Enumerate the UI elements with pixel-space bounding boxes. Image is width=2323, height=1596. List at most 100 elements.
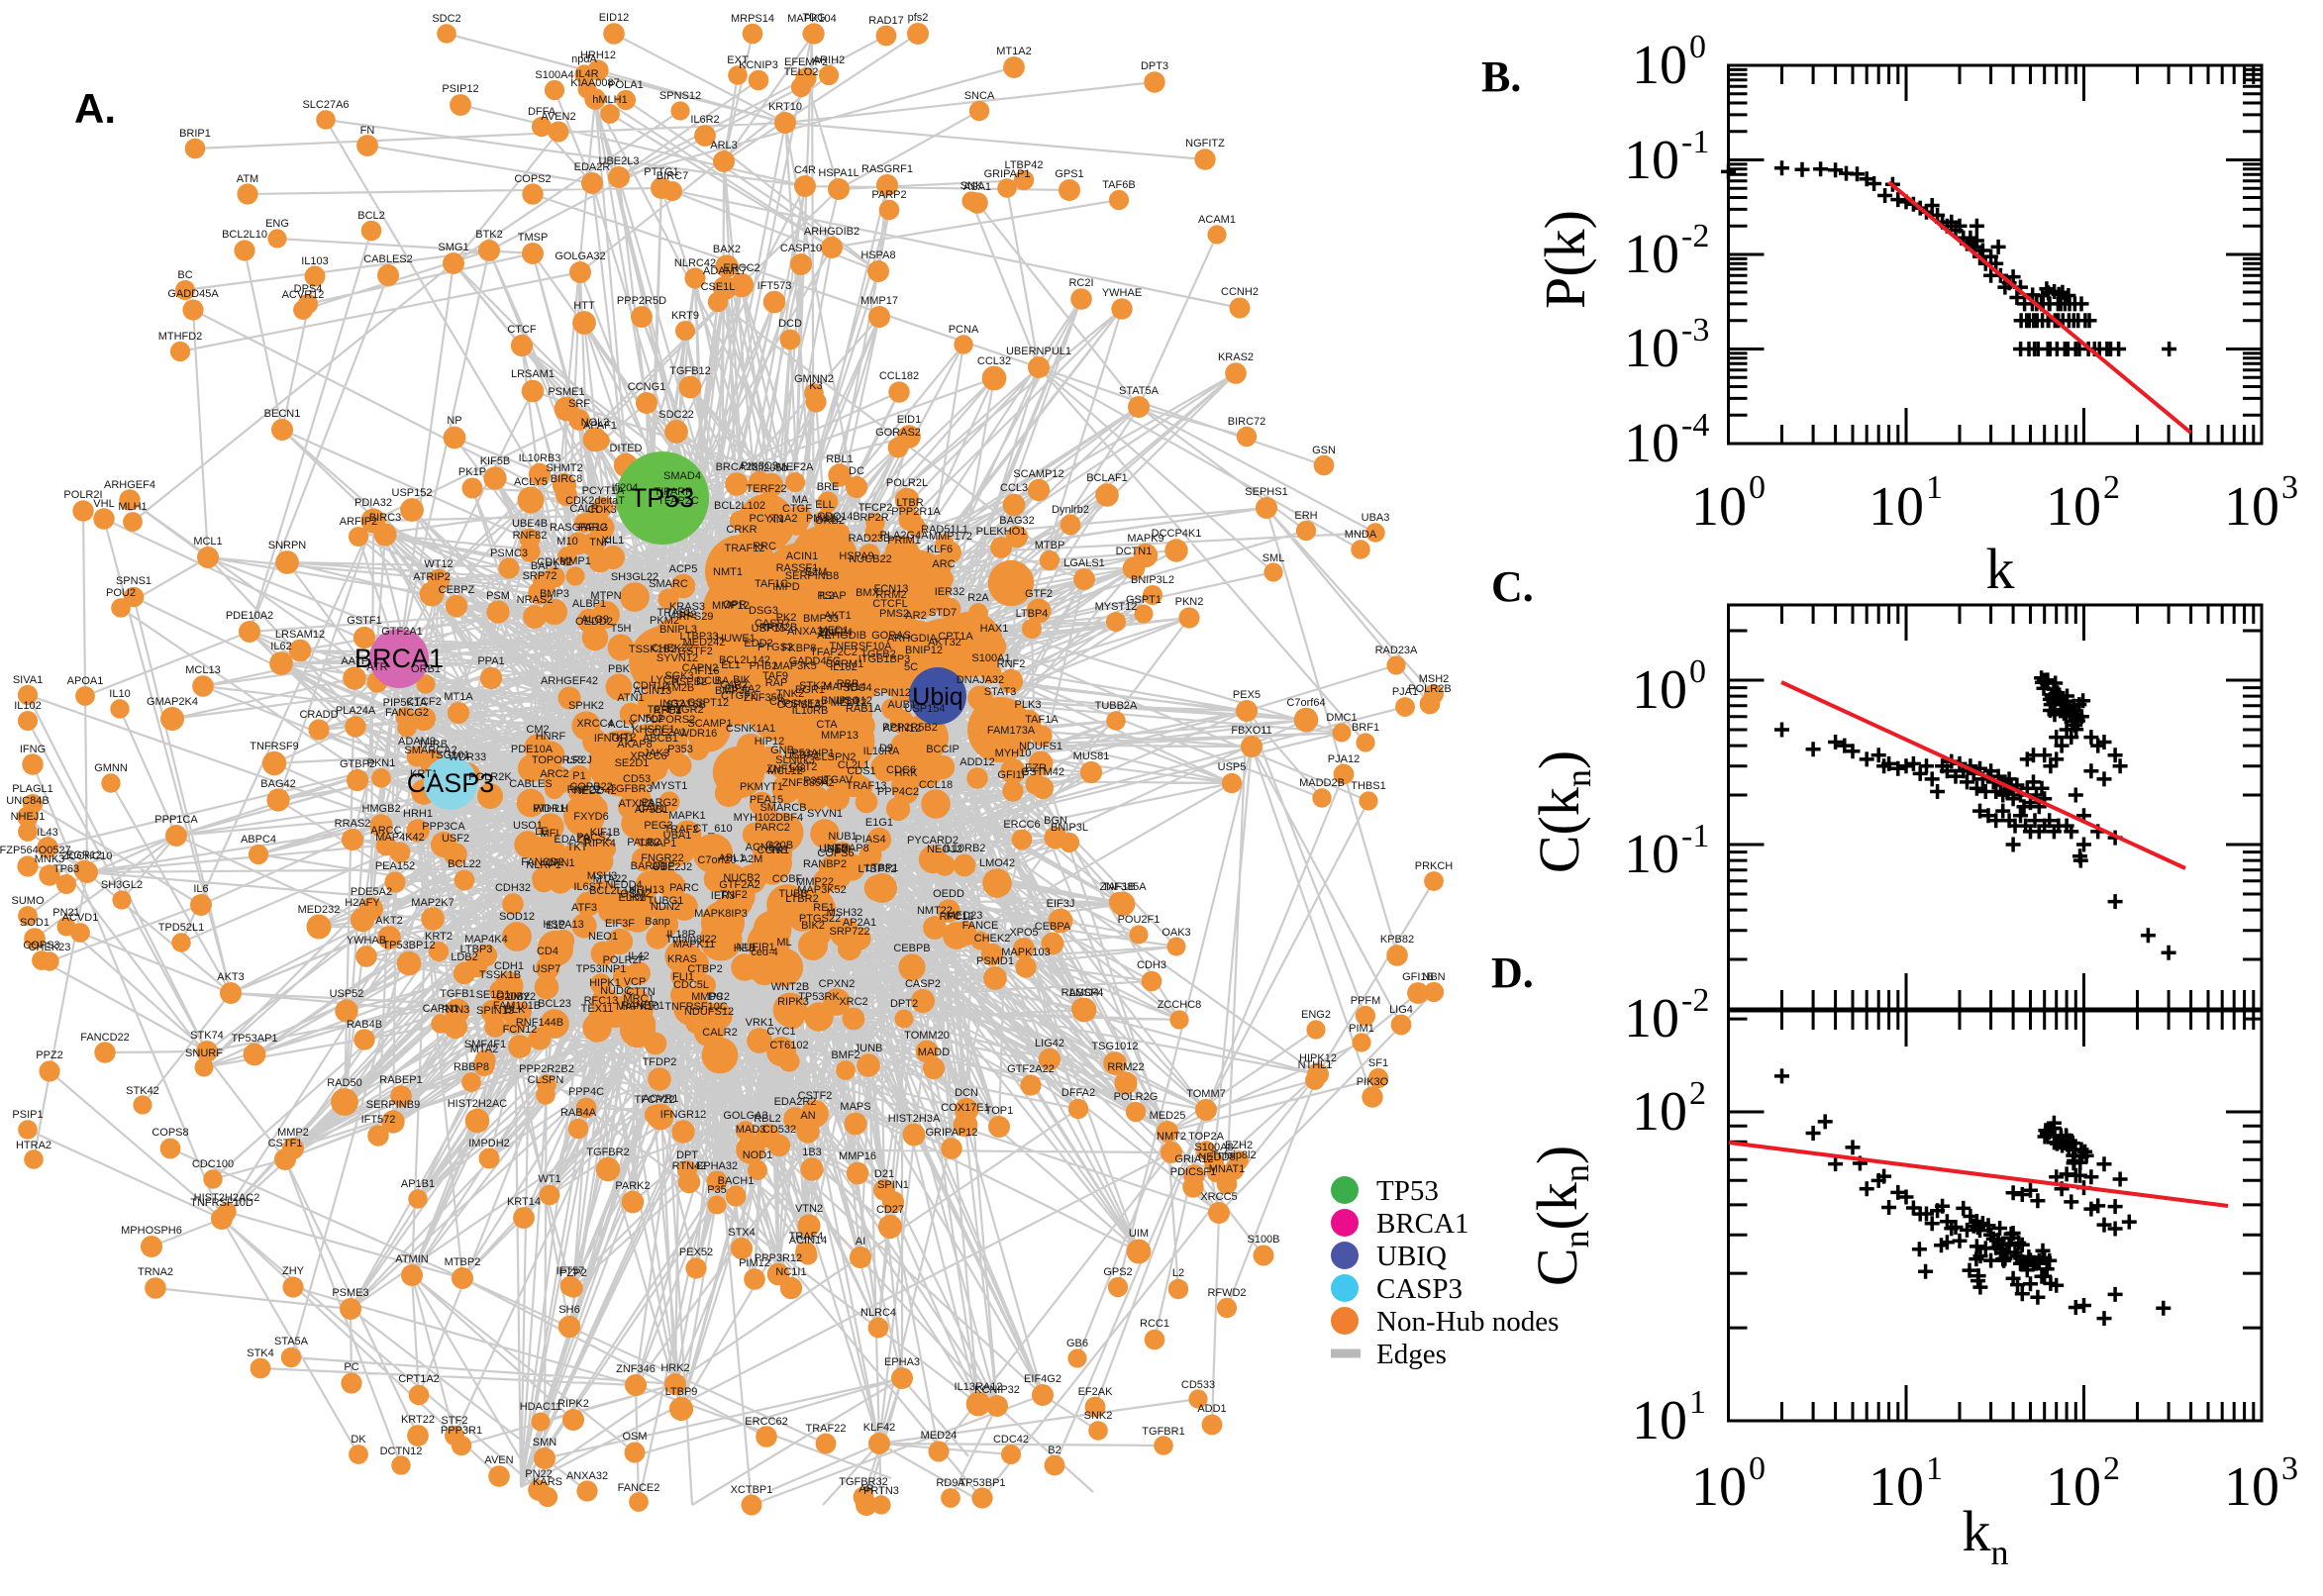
svg-text:CPXN2: CPXN2 [819,978,856,990]
svg-text:EZR: EZR [1025,762,1047,774]
svg-text:MCL12: MCL12 [767,765,802,777]
svg-text:SNCA: SNCA [964,90,995,102]
svg-text:MTA22: MTA22 [593,873,628,885]
svg-text:DFFA: DFFA [528,106,556,118]
svg-text:ALG9: ALG9 [581,614,609,626]
svg-text:USO1: USO1 [513,820,543,832]
svg-text:RE1: RE1 [813,902,834,914]
svg-text:MAP4K4: MAP4K4 [464,934,507,946]
svg-text:EID12: EID12 [599,12,630,24]
svg-text:OSM2: OSM2 [620,888,651,900]
svg-text:CCNH2: CCNH2 [1221,286,1259,298]
svg-text:DCTN1: DCTN1 [1116,546,1153,557]
svg-text:TRAF12: TRAF12 [725,543,765,554]
svg-text:MAPS: MAPS [840,1101,870,1113]
svg-text:SH6: SH6 [558,1304,579,1316]
svg-text:IFT573: IFT573 [758,280,792,292]
svg-text:TOP2A: TOP2A [1188,1131,1225,1143]
svg-text:NUCB22: NUCB22 [849,553,891,565]
svg-text:FANCE2: FANCE2 [618,1482,660,1494]
svg-text:MAD3: MAD3 [736,1124,766,1136]
svg-text:VHL: VHL [93,498,114,510]
svg-text:NOL3: NOL3 [581,417,610,429]
svg-text:BCL2: BCL2 [357,210,385,222]
svg-text:IL10RA: IL10RA [863,746,900,757]
svg-text:C7orf64: C7orf64 [1286,697,1325,709]
svg-text:NEDD8: NEDD8 [1198,1151,1235,1163]
svg-text:MAPK8IP3: MAPK8IP3 [694,908,748,920]
svg-text:TFAP2C: TFAP2C [657,495,699,507]
svg-text:RCC1: RCC1 [1140,1318,1169,1330]
svg-text:TAF1B: TAF1B [1102,881,1135,893]
svg-text:1: 1 [1926,1450,1943,1487]
svg-text:CSNK1A1: CSNK1A1 [726,723,775,735]
svg-text:AATF: AATF [341,655,368,667]
svg-text:CDC5L: CDC5L [673,979,709,991]
svg-text:GSTM42: GSTM42 [1021,766,1064,778]
svg-text:CCT2: CCT2 [789,761,818,773]
svg-text:CABLES: CABLES [509,778,552,790]
svg-text:NMT22: NMT22 [917,905,953,917]
svg-text:KRT1: KRT1 [410,768,438,780]
svg-text:MMP2: MMP2 [277,1127,309,1139]
svg-text:THRB: THRB [418,739,448,750]
svg-text:Ubiq: Ubiq [912,683,962,711]
svg-text:GTF2: GTF2 [1025,588,1053,600]
svg-text:PCYT1A2: PCYT1A2 [750,513,798,525]
svg-text:BIRC7: BIRC7 [656,170,688,182]
svg-text:EZH2: EZH2 [1225,1140,1253,1151]
svg-text:B.: B. [1481,52,1521,101]
svg-text:SEPHS1: SEPHS1 [1245,486,1287,498]
svg-text:JMY2: JMY2 [508,991,536,1003]
svg-text:DBF4: DBF4 [775,812,803,824]
svg-text:BCLAF1: BCLAF1 [1086,472,1128,484]
svg-text:ADAM9: ADAM9 [398,736,436,748]
svg-text:ELK1: ELK1 [619,892,646,904]
svg-text:L: L [825,630,831,642]
svg-text:CTGF2: CTGF2 [721,690,757,702]
svg-text:IL182: IL182 [830,661,858,673]
svg-text:EFEMP2: EFEMP2 [784,56,828,68]
svg-text:PEX5: PEX5 [1233,689,1261,701]
svg-text:WDR33: WDR33 [449,751,487,763]
svg-text:POLR2G: POLR2G [1114,1091,1159,1103]
svg-text:VTN2: VTN2 [795,1203,823,1215]
svg-text:0: 0 [1749,1450,1766,1487]
svg-text:Banp: Banp [645,916,670,928]
svg-text:UBE4B: UBE4B [512,518,548,530]
svg-text:PPP2R2B2: PPP2R2B2 [519,1063,574,1075]
svg-text:CTGF: CTGF [782,503,812,515]
svg-text:PSMC3: PSMC3 [490,548,528,559]
svg-text:MMP17: MMP17 [860,295,898,307]
svg-text:POLR2L: POLR2L [886,477,928,489]
svg-text:LE: LE [535,826,548,838]
svg-text:LIG4: LIG4 [1389,1004,1413,1016]
svg-text:XPO5: XPO5 [1009,927,1038,939]
svg-text:MT1A2: MT1A2 [996,46,1031,57]
svg-text:HIST2H2AC: HIST2H2AC [448,1098,508,1110]
svg-text:POLR2K: POLR2K [468,771,512,783]
svg-text:IL10RB3: IL10RB3 [519,452,561,464]
svg-text:DCTN12: DCTN12 [380,1446,423,1457]
svg-text:ACLY5: ACLY5 [514,476,548,488]
svg-text:XRCC6: XRCC6 [630,750,666,762]
svg-text:SLNtrk3: SLNtrk3 [775,754,815,766]
svg-text:SMN: SMN [533,1437,557,1448]
svg-text:EIF3F: EIF3F [605,918,635,930]
svg-text:IER32: IER32 [935,586,965,598]
svg-text:TSSK1B2: TSSK1B2 [629,644,676,655]
svg-text:10: 10 [1868,476,1924,538]
svg-text:TP53BP1: TP53BP1 [959,1477,1005,1489]
svg-text:IL6ST: IL6ST [573,881,603,893]
svg-text:DC2: DC2 [708,991,730,1003]
svg-text:BCL2L14: BCL2L14 [589,885,635,897]
svg-text:PKMYT1: PKMYT1 [740,781,783,793]
svg-text:GMNN2: GMNN2 [794,373,834,385]
svg-text:STK74: STK74 [190,1030,224,1042]
svg-text:ACIN13: ACIN13 [634,685,672,697]
svg-text:CAV1: CAV1 [638,803,665,815]
svg-text:RASSF4: RASSF4 [1061,987,1104,999]
svg-text:P53AIP1: P53AIP1 [791,748,834,759]
svg-text:Ifi205b: Ifi205b [755,462,787,474]
svg-text:FXYD6: FXYD6 [573,811,608,823]
